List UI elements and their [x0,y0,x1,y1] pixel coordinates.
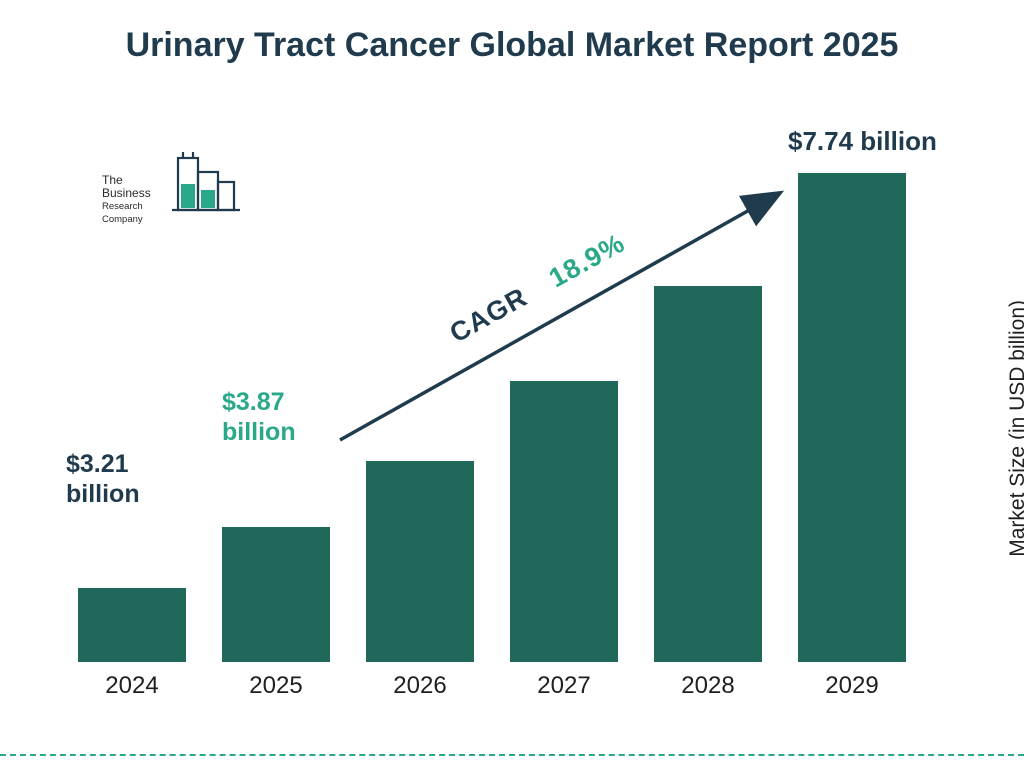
y-axis-label: Market Size (in USD billion) [1006,300,1024,557]
cagr-arrow [0,0,1024,768]
bottom-divider [0,754,1024,756]
